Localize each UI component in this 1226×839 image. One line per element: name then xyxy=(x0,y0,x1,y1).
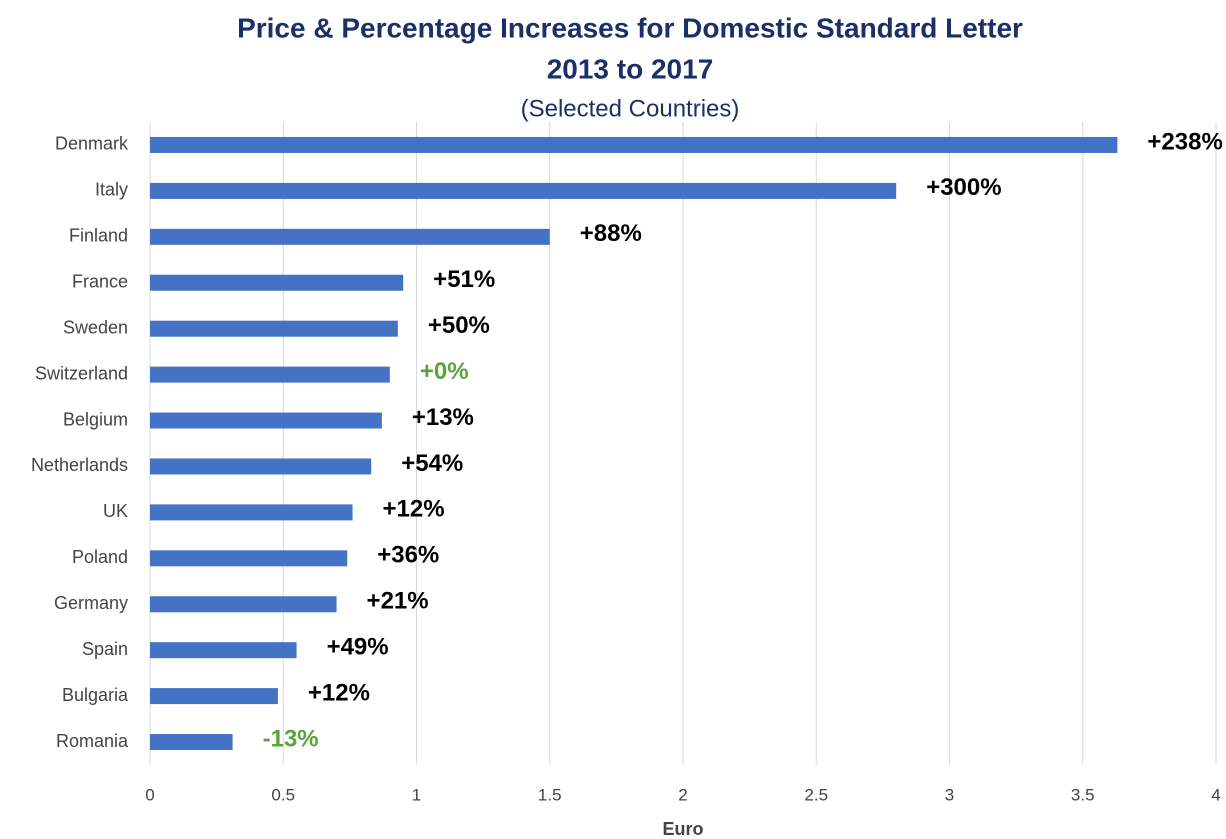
bar-annotation: +12% xyxy=(383,496,445,523)
x-axis-label: Euro xyxy=(662,819,703,839)
bar xyxy=(150,596,337,613)
x-tick-label: 1.5 xyxy=(538,785,562,804)
y-tick-label: Romania xyxy=(56,731,129,751)
chart-subtitle: (Selected Countries) xyxy=(521,95,740,122)
bar-annotation: +36% xyxy=(377,542,439,569)
bar xyxy=(150,228,550,245)
x-tick-label: 3 xyxy=(945,785,954,804)
x-tick-label: 2 xyxy=(678,785,687,804)
bar xyxy=(150,274,404,291)
y-tick-label: Netherlands xyxy=(31,455,128,475)
x-tick-label: 2.5 xyxy=(804,785,828,804)
bar-annotation: +300% xyxy=(926,174,1001,201)
x-tick-label: 3.5 xyxy=(1071,785,1095,804)
bar-annotation: +54% xyxy=(401,450,463,477)
y-tick-label: Finland xyxy=(69,226,128,246)
y-tick-label: Sweden xyxy=(63,317,128,337)
bar-annotation: +21% xyxy=(367,588,429,615)
bar-annotation: +13% xyxy=(412,404,474,431)
bar-annotation: +88% xyxy=(580,220,642,247)
x-tick-label: 0 xyxy=(145,785,154,804)
bar-annotation: +49% xyxy=(327,634,389,661)
bar-annotation: +50% xyxy=(428,312,490,339)
x-tick-label: 1 xyxy=(412,785,421,804)
x-tick-label: 4 xyxy=(1211,785,1220,804)
x-tick-label: 0.5 xyxy=(271,785,295,804)
y-tick-label: Belgium xyxy=(63,409,128,429)
chart-title-line2: 2013 to 2017 xyxy=(547,53,714,84)
bar xyxy=(150,320,398,337)
y-tick-label: Denmark xyxy=(55,134,129,154)
bar xyxy=(150,504,353,521)
y-tick-label: Poland xyxy=(72,547,128,567)
y-tick-label: France xyxy=(72,272,128,292)
bar xyxy=(150,688,278,705)
bar xyxy=(150,550,348,567)
bar-annotation: +238% xyxy=(1147,128,1222,155)
bar-annotation: -13% xyxy=(263,725,319,752)
bar xyxy=(150,412,382,429)
bar-annotation: +0% xyxy=(420,358,469,385)
y-tick-label: Germany xyxy=(54,593,128,613)
bar xyxy=(150,458,372,475)
bar xyxy=(150,136,1118,153)
y-tick-label: Spain xyxy=(82,639,128,659)
bar-annotation: +51% xyxy=(433,266,495,293)
y-tick-label: UK xyxy=(103,501,128,521)
y-tick-label: Italy xyxy=(95,180,128,200)
y-tick-label: Bulgaria xyxy=(62,685,129,705)
y-tick-label: Switzerland xyxy=(35,363,128,383)
bar xyxy=(150,642,297,659)
bar xyxy=(150,182,897,199)
bar xyxy=(150,734,233,751)
chart-title: Price & Percentage Increases for Domesti… xyxy=(237,12,1023,43)
bar xyxy=(150,366,390,383)
bar-annotation: +12% xyxy=(308,679,370,706)
